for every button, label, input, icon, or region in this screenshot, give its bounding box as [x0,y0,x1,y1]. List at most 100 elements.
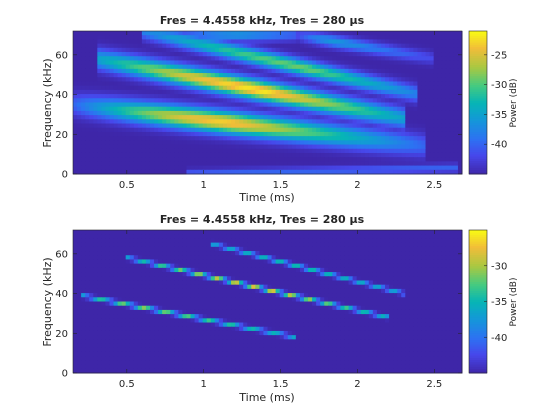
heatmap-cell [364,284,370,290]
heatmap-cell [283,115,289,120]
heatmap-cell [368,110,374,116]
heatmap-cell [141,169,147,175]
heatmap-cell [405,115,410,120]
heatmap-cell [344,169,350,175]
heatmap-cell [376,276,382,281]
heatmap-cell [178,272,183,277]
heatmap-cell [328,169,333,175]
heatmap-cell [109,85,115,91]
heatmap-cell [405,136,410,141]
heatmap-cell [283,123,289,129]
heatmap-cell [77,234,82,239]
heatmap-cell [105,280,110,286]
heatmap-cell [158,31,163,36]
heatmap-cell [267,230,273,235]
heatmap-cell [174,272,179,277]
heatmap-cell [275,85,281,91]
heatmap-cell [162,238,167,244]
heatmap-cell [239,297,244,302]
heatmap-cell [178,293,183,298]
heatmap-cell [226,31,232,36]
heatmap-cell [222,263,228,269]
heatmap-cell [174,251,179,256]
heatmap-cell [158,242,163,248]
heatmap-cell [97,98,102,103]
heatmap-cell [247,297,252,302]
heatmap-cell [190,77,196,82]
heatmap-cell [186,140,192,146]
heatmap-cell [344,148,350,154]
heatmap-cell [308,259,313,265]
heatmap-cell [137,263,143,269]
heatmap-cell [174,242,179,248]
heatmap-cell [368,119,374,125]
heatmap-cell [433,263,439,269]
heatmap-cell [421,234,427,239]
heatmap-cell [239,43,244,49]
heatmap-cell [97,152,102,158]
heatmap-cell [210,115,216,120]
heatmap-cell [235,85,240,91]
heatmap-cell [441,60,447,66]
heatmap-cell [291,110,297,116]
heatmap-cell [141,276,147,281]
heatmap-cell [380,31,386,36]
heatmap-cell [380,297,386,302]
heatmap-cell [320,68,325,74]
heatmap-cell [174,234,179,239]
heatmap-cell [352,81,358,87]
heatmap-cell [247,94,252,99]
heatmap-cell [312,276,317,281]
heatmap-cell [352,230,358,235]
heatmap-cell [368,89,374,95]
heatmap-cell [275,31,281,36]
heatmap-cell [291,255,297,260]
heatmap-cell [77,284,82,290]
heatmap-cell [271,43,277,49]
heatmap-cell [97,68,102,74]
heatmap-cell [129,255,135,260]
heatmap-cell [368,293,374,298]
heatmap-cell [279,242,285,248]
colorbar-segment [469,147,487,150]
heatmap-cell [263,230,268,235]
heatmap-cell [81,115,86,120]
heatmap-cell [279,123,285,129]
heatmap-cell [77,98,82,103]
heatmap-cell [295,106,301,112]
heatmap-cell [308,43,313,49]
heatmap-cell [332,123,337,129]
heatmap-cell [320,35,325,40]
heatmap-cell [324,52,329,57]
heatmap-cell [429,31,435,36]
heatmap-cell [401,288,406,294]
heatmap-cell [449,234,455,239]
heatmap-cell [457,140,463,146]
heatmap-cell [405,68,410,74]
heatmap-cell [137,276,143,281]
heatmap-cell [389,94,394,99]
heatmap-cell [303,39,309,45]
heatmap-cell [162,102,167,108]
heatmap-cell [393,68,398,74]
heatmap-cell [81,297,86,302]
heatmap-cell [214,148,220,154]
heatmap-cell [137,94,143,99]
heatmap-cell [457,94,463,99]
heatmap-cell [271,47,277,53]
heatmap-cell [348,144,354,150]
heatmap-cell [214,136,220,141]
heatmap-cell [239,161,244,167]
heatmap-cell [89,255,94,260]
heatmap-cell [320,81,325,87]
heatmap-cell [401,115,406,120]
heatmap-cell [206,123,212,129]
heatmap-cell [89,31,94,36]
heatmap-cell [364,297,370,302]
heatmap-cell [251,127,256,133]
heatmap-cell [251,165,256,171]
heatmap-cell [279,157,285,162]
heatmap-cell [312,140,317,146]
heatmap-cell [133,68,139,74]
heatmap-cell [457,64,463,70]
